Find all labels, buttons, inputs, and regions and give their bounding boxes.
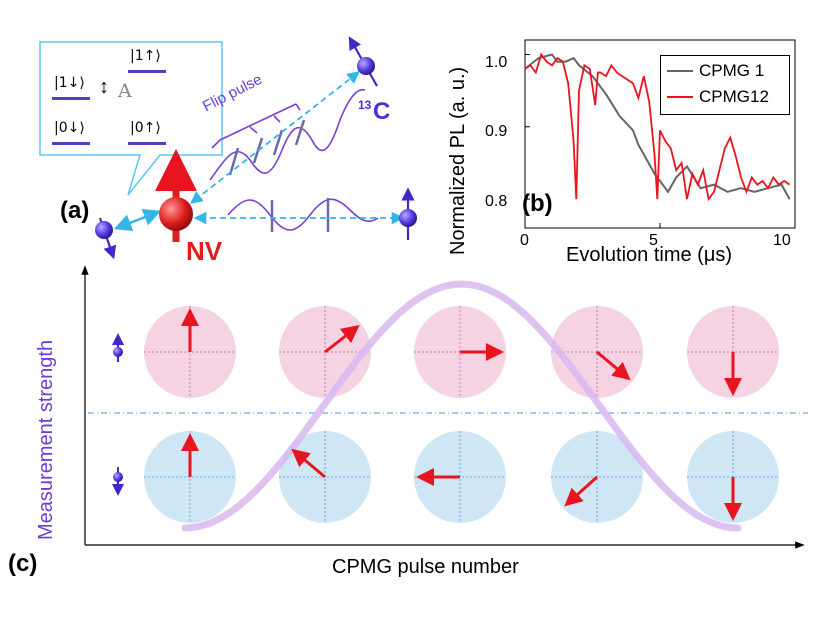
ket-bar-1-down [52,97,90,100]
panel-b-label: (b) [522,190,553,217]
legend-label: CPMG12 [699,87,769,106]
panel-b-chart [524,39,796,229]
ket-bar-0-down [52,142,90,145]
x-tick-label: 10 [773,232,791,249]
carbon-mass-number: 13 [358,98,372,112]
spin-down-icon [113,472,123,482]
legend-item: CPMG 1 [667,60,764,82]
coupling-symbol: ↕ [99,76,109,98]
spin-up-icon [113,347,123,357]
y-tick-label: 0.8 [485,193,508,210]
x-tick-label: 5 [649,232,658,249]
ket-bar-1-up [128,70,166,73]
panel-a [39,36,417,260]
nv-ball [159,197,193,231]
legend-item: CPMG12 [667,86,769,108]
series-line-cpmg-1 [524,53,791,200]
ket-0-up: |0↑⟩ [130,120,161,136]
panel-c-label: (c) [8,550,38,577]
ket-bar-0-up [128,142,166,145]
legend-swatch [667,70,693,72]
cpmg-wave [227,198,379,231]
ket-1-down: |1↓⟩ [54,75,85,91]
pulse-mark [294,119,306,146]
legend-label: CPMG 1 [699,61,765,80]
nuclear-spin-right [399,209,417,227]
panel-a-label: (a) [60,197,90,224]
nuclear-spin-left [95,221,113,239]
coupling-line-left [113,208,162,232]
spin-arrow-lower [291,448,326,479]
panel-c [81,265,808,549]
spin-arrow-lower [564,475,599,507]
panel-b-x-axis-title: Evolution time (μs) [566,244,733,266]
carbon-symbol: C [373,98,391,125]
ket-0-down: |0↓⟩ [54,120,85,136]
y-tick-label: 1.0 [485,54,508,71]
legend-swatch [667,96,693,98]
energy-level-callout [39,41,223,196]
flip-pulse-bracket [211,103,301,149]
panel-c-y-axis-title: Measurement strength [35,339,57,540]
nv-label: NV [186,236,223,266]
coupling-line-diagonal [190,71,360,204]
spin-arrow-upper [324,324,360,354]
chart-legend: CPMG 1 CPMG12 [660,55,790,115]
ket-1-up: |1↑⟩ [130,48,161,64]
series-line-cpmg-12 [524,52,791,202]
panel-c-x-axis-title: CPMG pulse number [332,556,519,578]
panel-b-y-axis-title: Normalized PL (a. u.) [447,66,469,255]
x-tick-label: 0 [520,232,529,249]
coupling-label: A [118,80,132,102]
measurement-curve [181,280,742,532]
carbon-spin [357,57,375,75]
spin-arrow-upper [596,350,631,381]
y-tick-label: 0.9 [485,123,508,140]
